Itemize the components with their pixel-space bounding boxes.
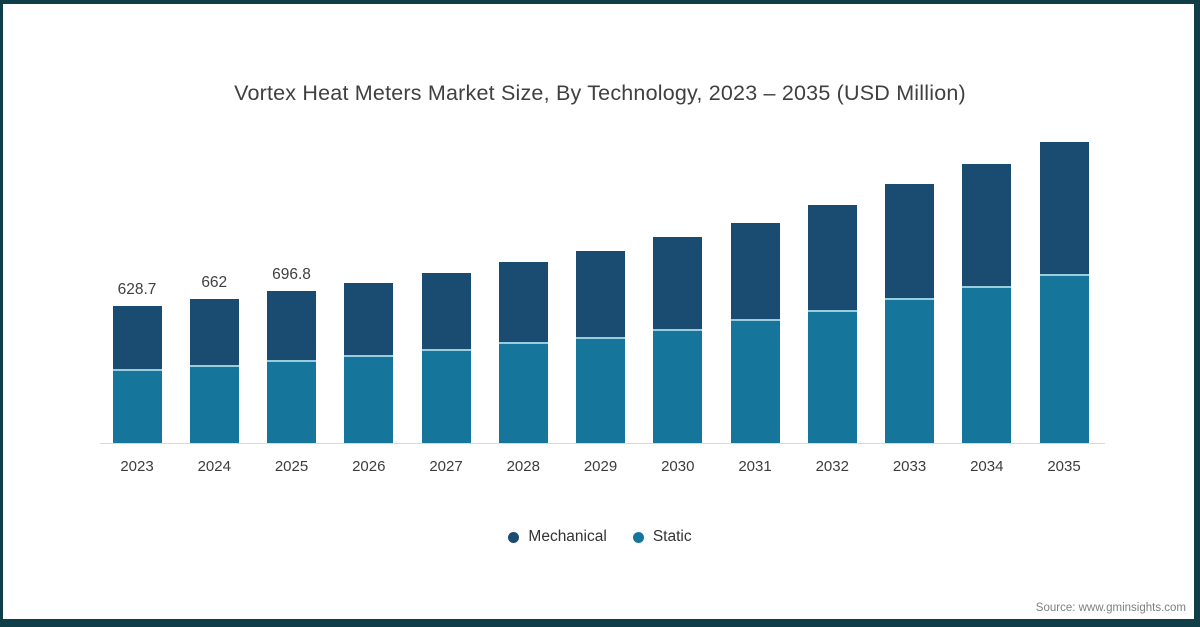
bar-2032	[807, 204, 857, 443]
x-axis-label-2035: 2035	[1047, 458, 1081, 475]
legend: Mechanical Static	[0, 528, 1200, 546]
bar-segment-mechanical	[421, 273, 471, 350]
bar-2027	[421, 273, 471, 443]
bar-segment-static	[807, 310, 857, 443]
bar-segment-mechanical	[344, 282, 394, 355]
x-axis-label-2023: 2023	[120, 458, 154, 475]
bar-segment-mechanical	[112, 305, 162, 369]
bar-segment-static	[344, 354, 394, 443]
bar-2030	[653, 237, 703, 443]
bar-segment-static	[730, 319, 780, 443]
bar-2029	[576, 250, 625, 443]
bar-segment-mechanical	[267, 291, 316, 360]
x-axis-label-2024: 2024	[197, 458, 231, 475]
chart-title: Vortex Heat Meters Market Size, By Techn…	[234, 81, 966, 105]
x-axis-label-2031: 2031	[738, 458, 772, 475]
x-axis-label-2030: 2030	[661, 458, 695, 475]
bar-2025	[267, 291, 316, 443]
legend-dot-icon	[632, 531, 644, 543]
legend-item-mechanical: Mechanical	[508, 528, 607, 546]
bar-segment-static	[267, 359, 316, 443]
bar-segment-mechanical	[807, 204, 857, 310]
bar-segment-static	[421, 349, 471, 443]
bar-segment-mechanical	[189, 298, 239, 366]
bar-segment-mechanical	[730, 222, 780, 320]
bar-2026	[344, 282, 394, 443]
bar-segment-static	[653, 328, 703, 443]
x-axis-label-2034: 2034	[970, 458, 1004, 475]
bar-segment-static	[498, 342, 548, 443]
bar-segment-static	[576, 336, 625, 443]
x-axis-label-2029: 2029	[583, 458, 618, 475]
x-axis-label-2026: 2026	[352, 458, 386, 475]
bar-segment-mechanical	[653, 237, 703, 329]
bar-segment-mechanical	[576, 250, 625, 337]
bar-segment-static	[885, 298, 934, 443]
bar-2023	[112, 305, 162, 443]
bar-value-label-2024: 662	[201, 273, 228, 291]
bar-segment-mechanical	[885, 184, 934, 299]
bar-2031	[730, 222, 780, 443]
x-axis-label-2027: 2027	[429, 458, 463, 475]
legend-label: Mechanical	[528, 528, 607, 545]
bar-2033	[885, 184, 934, 443]
bar-segment-static	[1039, 274, 1089, 443]
x-axis-label-2028: 2028	[506, 458, 540, 475]
legend-item-static: Static	[632, 528, 692, 546]
legend-dot-icon	[508, 531, 520, 543]
bar-segment-mechanical	[962, 163, 1012, 286]
legend-label: Static	[652, 528, 692, 545]
bar-segment-static	[112, 368, 162, 443]
bar-value-label-2025: 696.8	[272, 266, 311, 284]
x-axis-label-2032: 2032	[815, 458, 849, 475]
bar-segment-mechanical	[498, 262, 548, 343]
bar-2028	[498, 262, 548, 443]
x-axis-label-2025: 2025	[274, 458, 309, 475]
x-axis-label-2033: 2033	[892, 458, 927, 475]
bar-segment-mechanical	[1039, 142, 1089, 275]
source-attribution: Source: www.gminsights.com	[1035, 602, 1186, 614]
bar-value-label-2023: 628.7	[117, 280, 157, 298]
bar-2034	[962, 163, 1012, 443]
x-axis-line	[100, 443, 1105, 444]
bar-2024	[189, 298, 239, 443]
bar-segment-static	[962, 285, 1012, 443]
bar-2035	[1039, 142, 1089, 443]
bar-segment-static	[189, 365, 239, 443]
